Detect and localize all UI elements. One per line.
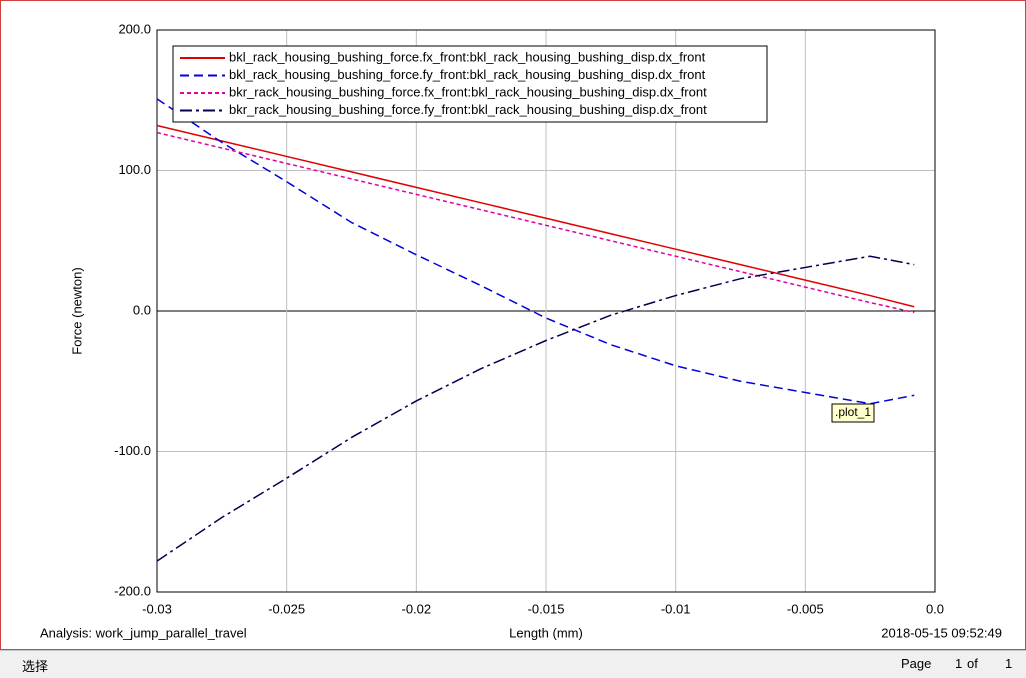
y-tick-label: 100.0	[118, 162, 151, 177]
status-bar: 选择 Page 1 of 1	[0, 650, 1026, 678]
x-tick-label: -0.005	[787, 601, 824, 616]
plot-border	[156, 29, 936, 593]
series-line	[156, 98, 915, 405]
x-tick-label: 0.0	[926, 601, 944, 616]
annotation: .plot_1	[835, 405, 871, 419]
chart: Length (mm) Force (newton) Analysis: wor…	[40, 21, 1002, 640]
y-tick-label: -200.0	[114, 583, 151, 598]
page-of: of	[967, 656, 978, 671]
y-tick-label: 0.0	[133, 302, 151, 317]
series-line	[156, 124, 915, 308]
x-axis-label: Length (mm)	[509, 625, 583, 640]
legend-box	[172, 45, 768, 123]
page-number: 1	[955, 656, 963, 671]
legend-label: bkr_rack_housing_bushing_force.fy_front:…	[229, 102, 707, 117]
status-text: 选择	[22, 659, 49, 674]
x-tick-label: -0.03	[142, 601, 172, 616]
series-line	[156, 131, 915, 314]
x-tick-label: -0.01	[661, 601, 691, 616]
legend-label: bkr_rack_housing_bushing_force.fx_front:…	[229, 84, 707, 99]
y-tick-label: -100.0	[114, 443, 151, 458]
x-tick-label: -0.025	[268, 601, 305, 616]
legend-label: bkl_rack_housing_bushing_force.fy_front:…	[229, 67, 706, 82]
analysis-label: Analysis: work_jump_parallel_travel	[40, 625, 247, 640]
x-tick-label: -0.02	[402, 601, 432, 616]
page-count: 1	[1005, 656, 1013, 671]
y-tick-label: 200.0	[118, 21, 151, 36]
page-label: Page	[901, 656, 932, 671]
series-line	[156, 255, 915, 562]
legend-label: bkl_rack_housing_bushing_force.fx_front:…	[229, 49, 706, 64]
x-tick-label: -0.015	[528, 601, 565, 616]
y-axis-label: Force (newton)	[69, 267, 84, 354]
annotation-box	[831, 403, 875, 423]
timestamp: 2018-05-15 09:52:49	[881, 625, 1002, 640]
